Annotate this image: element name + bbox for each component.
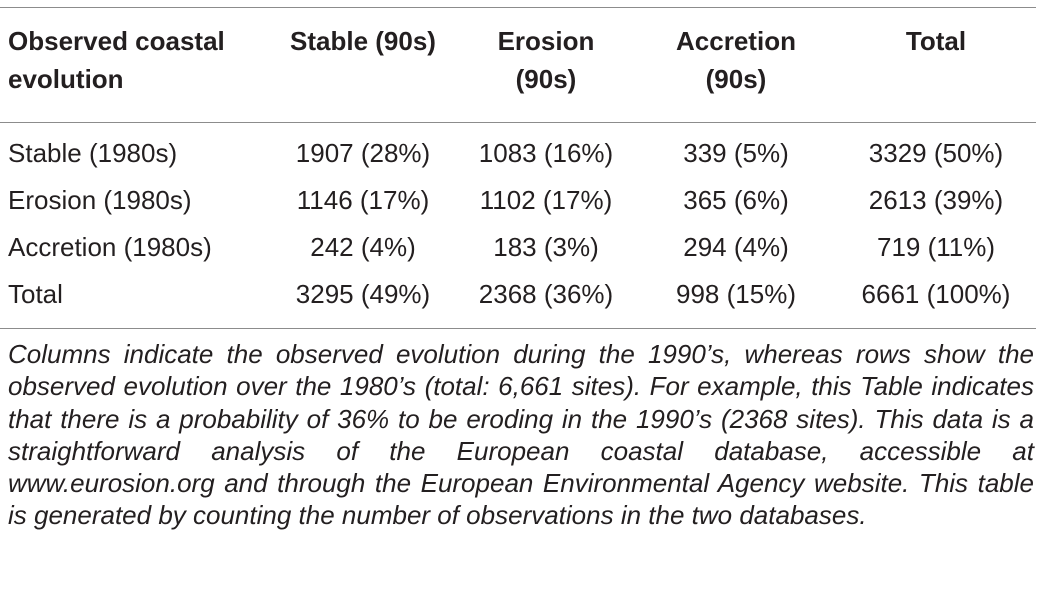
row-label: Stable (1980s)	[8, 138, 178, 168]
table-cell: 183 (3%)	[493, 232, 599, 262]
table-cell: 719 (11%)	[876, 232, 996, 262]
table-cell: 1083 (16%)	[478, 138, 614, 168]
table-row: Accretion (1980s) 242 (4%) 183 (3%) 294 …	[0, 228, 1036, 275]
table-cell: 1907 (28%)	[295, 138, 431, 168]
table-cell: 2613 (39%)	[868, 185, 1004, 215]
table-cell: 3295 (49%)	[295, 279, 431, 309]
header-total: Total	[905, 26, 967, 56]
table-top-rule	[0, 7, 1036, 8]
row-label: Erosion (1980s)	[8, 185, 192, 215]
table-cell: 365 (6%)	[683, 185, 789, 215]
table-cell: 6661 (100%)	[861, 279, 1011, 309]
table-cell: 3329 (50%)	[868, 138, 1004, 168]
table-body: Stable (1980s) 1907 (28%) 1083 (16%) 339…	[0, 123, 1036, 322]
table-row: Total 3295 (49%) 2368 (36%) 998 (15%) 66…	[0, 275, 1036, 322]
row-label: Accretion (1980s)	[8, 232, 212, 262]
table-cell: 2368 (36%)	[478, 279, 614, 309]
table-cell: 339 (5%)	[683, 138, 789, 168]
header-bottom-rule	[0, 122, 1036, 123]
table-header: Observed coastal evolution Stable (90s) …	[0, 0, 1036, 123]
header-row: Observed coastal evolution Stable (90s) …	[0, 0, 1036, 123]
coastal-evolution-table: Observed coastal evolution Stable (90s) …	[0, 0, 1036, 322]
header-observed-coastal-evolution: Observed coastal evolution	[8, 26, 225, 94]
row-label: Total	[8, 279, 63, 309]
table-cell: 1146 (17%)	[296, 185, 430, 215]
table-bottom-rule	[0, 328, 1036, 329]
table-footnote: Columns indicate the observed evolution …	[8, 339, 1034, 531]
table-cell: 294 (4%)	[683, 232, 789, 262]
table-row: Stable (1980s) 1907 (28%) 1083 (16%) 339…	[0, 123, 1036, 181]
header-erosion-90s: Erosion (90s)	[497, 26, 595, 94]
table-cell: 242 (4%)	[310, 232, 416, 262]
table-cell: 1102 (17%)	[479, 185, 613, 215]
table-cell: 998 (15%)	[676, 279, 796, 309]
table-row: Erosion (1980s) 1146 (17%) 1102 (17%) 36…	[0, 181, 1036, 228]
header-stable-90s: Stable (90s)	[290, 26, 436, 56]
header-accretion-90s: Accretion (90s)	[676, 26, 796, 94]
